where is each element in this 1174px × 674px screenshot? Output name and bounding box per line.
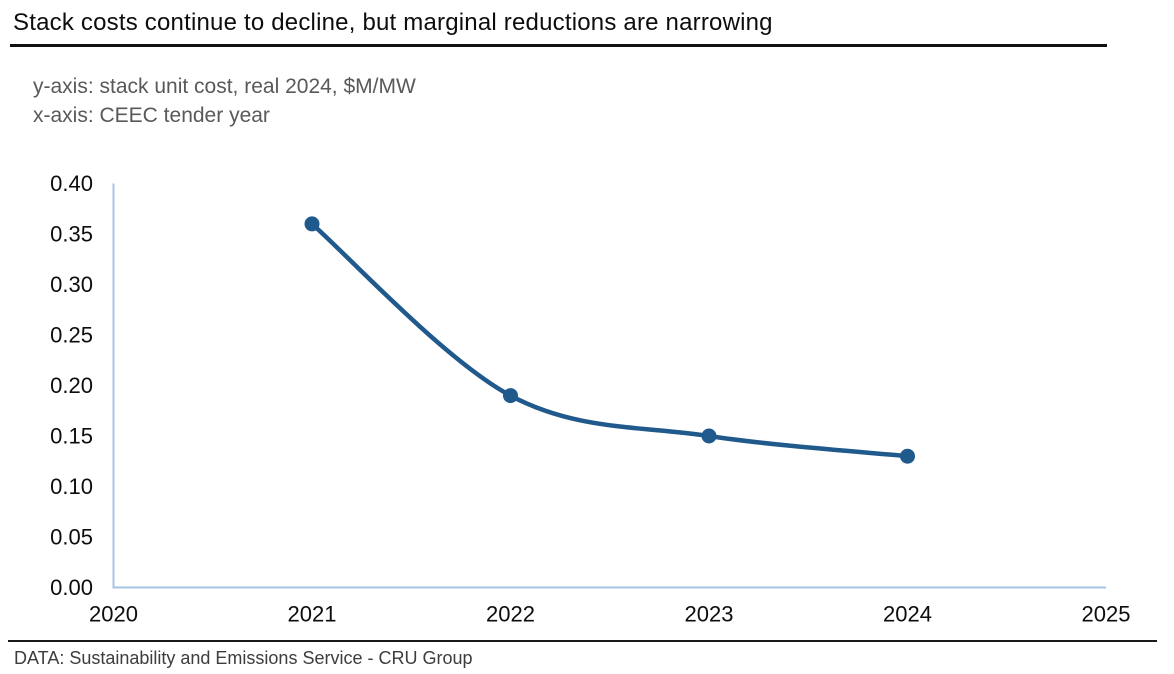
page-title: Stack costs continue to decline, but mar…: [13, 9, 773, 36]
x-tick-label: 2025: [1082, 602, 1131, 627]
x-tick-label: 2023: [685, 602, 734, 627]
y-tick-label: 0.15: [50, 424, 93, 449]
y-tick-label: 0.05: [50, 525, 93, 550]
x-tick-label: 2021: [288, 602, 337, 627]
data-point-2021: [304, 216, 320, 232]
line-chart-canvas: 0.00 0.05 0.10 0.15 0.20 0.25 0.30 0.35 0.40 2020…: [50, 171, 1131, 627]
y-tick-label: 0.35: [50, 222, 93, 247]
line-chart: 0.00 0.05 0.10 0.15 0.20 0.25 0.30 0.35 0.40 2020…: [0, 160, 1174, 630]
x-axis-description: x-axis: CEEC tender year: [33, 104, 270, 127]
y-tick-label: 0.20: [50, 373, 93, 398]
x-tick-label: 2022: [486, 602, 535, 627]
x-tick-label: 2024: [883, 602, 932, 627]
y-tick-label: 0.25: [50, 323, 93, 348]
y-tick-label: 0.40: [50, 171, 93, 196]
y-tick-label: 0.10: [50, 474, 93, 499]
data-point-2024: [900, 448, 915, 464]
axis-lines: [112, 183, 1106, 589]
title-underline: [10, 44, 1107, 47]
y-tick-label: 0.00: [50, 575, 93, 600]
y-tick-label: 0.30: [50, 272, 93, 297]
y-axis-description: y-axis: stack unit cost, real 2024, $M/M…: [33, 75, 416, 98]
cost-series-line: [309, 221, 910, 459]
data-source: DATA: Sustainability and Emissions Servi…: [14, 648, 473, 668]
footer-divider: [8, 640, 1157, 642]
data-point-2023: [701, 428, 717, 444]
x-tick-label: 2020: [89, 602, 138, 627]
data-point-2022: [503, 388, 518, 404]
